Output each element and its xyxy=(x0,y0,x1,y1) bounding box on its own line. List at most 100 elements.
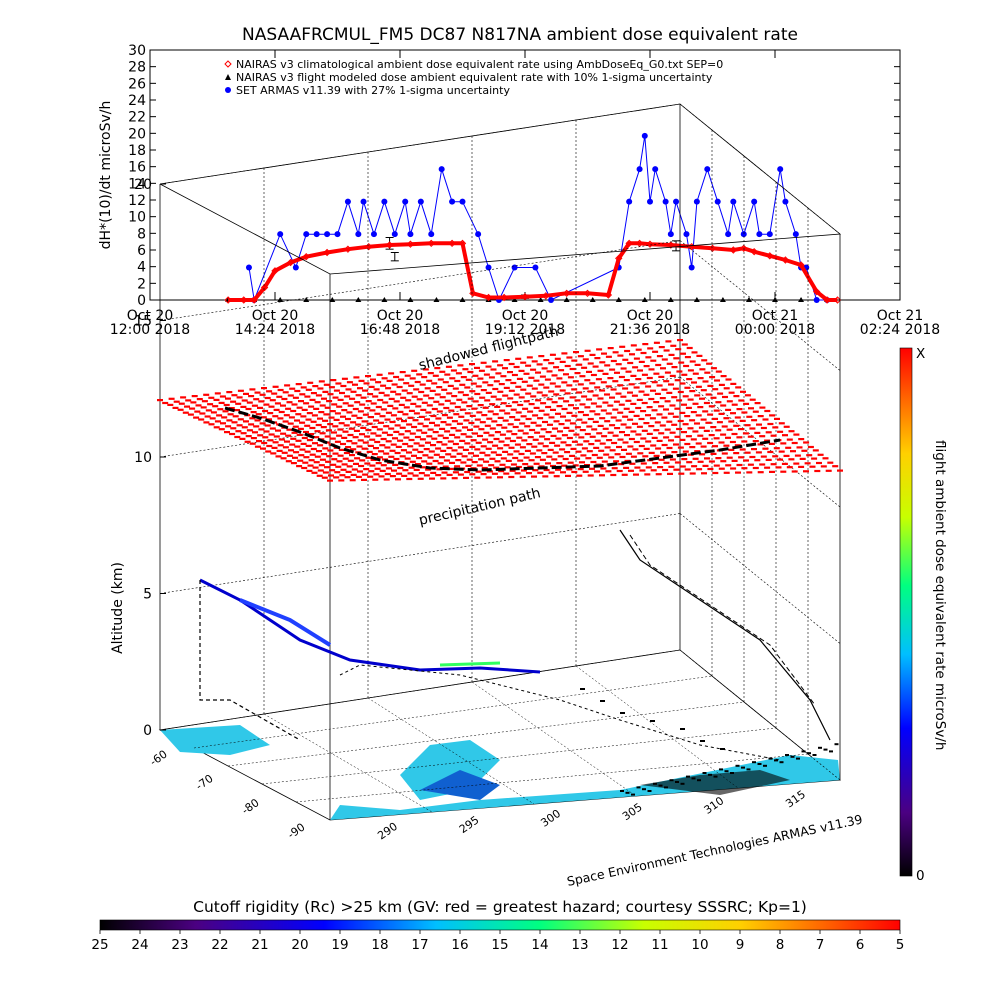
dose-field-cell xyxy=(770,463,777,466)
dose-field-cell xyxy=(622,441,629,444)
dose-field-cell xyxy=(730,467,737,470)
ground-track-mark xyxy=(675,781,679,783)
armas-point xyxy=(324,231,331,238)
dose-field-cell xyxy=(455,372,462,375)
dose-field-cell xyxy=(482,381,489,384)
dose-field-cell xyxy=(393,375,400,379)
dose-field-cell xyxy=(378,475,385,478)
dose-field-cell xyxy=(365,429,372,432)
dose-field-cell xyxy=(748,407,754,410)
dose-field-cell xyxy=(670,344,677,347)
dose-field-cell xyxy=(466,458,473,461)
dose-field-cell xyxy=(374,440,381,444)
dose-field-cell xyxy=(586,398,592,401)
dose-field-cell xyxy=(653,341,660,344)
dose-field-cell xyxy=(523,372,530,375)
nairas-model-point xyxy=(798,297,805,302)
dose-field-cell xyxy=(423,394,430,397)
nairas-climatological-point xyxy=(708,244,717,253)
dose-field-cell xyxy=(328,416,335,419)
dose-field-cell xyxy=(561,381,568,384)
dose-field-cell xyxy=(317,469,324,472)
dose-field-cell xyxy=(308,433,315,436)
dose-field-cell xyxy=(646,432,653,435)
dose-field-cell xyxy=(579,461,585,464)
dose-field-cell xyxy=(437,434,444,437)
dose-field-cell xyxy=(709,376,716,379)
dose-field-cell xyxy=(640,437,647,440)
dose-field-cell xyxy=(325,429,332,432)
ground-track-mark xyxy=(700,740,705,742)
dose-field-cell xyxy=(549,353,556,356)
dose-field-cell xyxy=(752,410,759,413)
ground-track-mark xyxy=(653,782,657,785)
dose-field-cell xyxy=(513,450,520,453)
nairas-model-point xyxy=(355,297,362,302)
dose-field-cell xyxy=(652,350,659,353)
dose-field-cell xyxy=(692,430,699,433)
dose-field-cell xyxy=(445,453,452,456)
dose-field-cell xyxy=(780,442,787,445)
dose-field-cell xyxy=(684,415,691,418)
dose-field-cell xyxy=(668,465,675,468)
dose-field-cell xyxy=(640,410,647,413)
armas-point xyxy=(449,198,456,205)
dose-field-cell xyxy=(398,403,405,406)
ground-track-mark xyxy=(768,757,773,760)
ground-track-mark xyxy=(669,779,674,782)
dose-field-cell xyxy=(442,436,449,440)
dose-field-cell xyxy=(562,457,569,461)
dose-field-cell xyxy=(400,449,407,452)
dose-field-cell xyxy=(257,434,264,437)
dose-field-cell xyxy=(385,440,392,443)
dose-field-cell xyxy=(343,424,350,427)
dose-field-cell xyxy=(430,444,436,447)
dose-field-cell xyxy=(592,365,599,368)
armas-point xyxy=(766,231,773,238)
dose-field-cell xyxy=(369,409,376,412)
dose-field-cell xyxy=(707,441,714,445)
dose-field-cell xyxy=(530,421,537,424)
dose-field-cell xyxy=(273,435,280,438)
dose-field-cell xyxy=(589,410,596,413)
dose-field-cell xyxy=(402,413,409,416)
dose-field-cell xyxy=(512,425,519,429)
dose-field-cell xyxy=(310,392,317,395)
dose-field-cell xyxy=(524,449,531,452)
latitude-tick-label: -70 xyxy=(193,772,215,793)
dose-field-cell xyxy=(248,423,255,426)
armas-point xyxy=(402,198,409,205)
dose-field-cell xyxy=(681,373,688,376)
dose-field-cell xyxy=(581,447,588,450)
dose-field-cell xyxy=(371,453,378,456)
ground-track-mark xyxy=(713,775,718,778)
dose-field-cell xyxy=(409,377,416,380)
armas-point xyxy=(381,198,388,205)
dose-field-cell xyxy=(498,383,505,386)
dose-field-cell xyxy=(581,395,588,398)
dose-field-cell xyxy=(390,443,397,446)
dose-field-cell xyxy=(431,382,438,385)
dose-field-cell xyxy=(601,435,608,438)
dose-field-cell xyxy=(697,434,704,437)
dose-field-cell xyxy=(492,387,499,391)
dose-field-cell xyxy=(513,393,520,396)
dose-field-cell xyxy=(538,409,545,412)
dose-colorbar xyxy=(899,347,913,877)
dose-field-cell xyxy=(401,420,407,423)
dose-field-cell xyxy=(203,421,210,424)
dose-field-cell xyxy=(432,374,439,377)
dose-field-cell xyxy=(446,473,453,476)
dose-field-cell xyxy=(641,401,648,405)
dose-field-cell xyxy=(440,449,447,452)
dose-field-cell xyxy=(372,395,379,398)
dose-field-cell xyxy=(418,390,425,394)
dose-field-cell xyxy=(777,430,784,433)
cutoff-tick-label: 15 xyxy=(491,937,508,953)
dose-field-cell xyxy=(604,364,611,367)
nairas-model-point xyxy=(329,297,336,302)
dose-field-cell xyxy=(582,387,589,390)
dose-field-cell xyxy=(493,466,500,469)
dose-field-cell xyxy=(240,432,247,435)
dose-field-cell xyxy=(537,417,544,420)
